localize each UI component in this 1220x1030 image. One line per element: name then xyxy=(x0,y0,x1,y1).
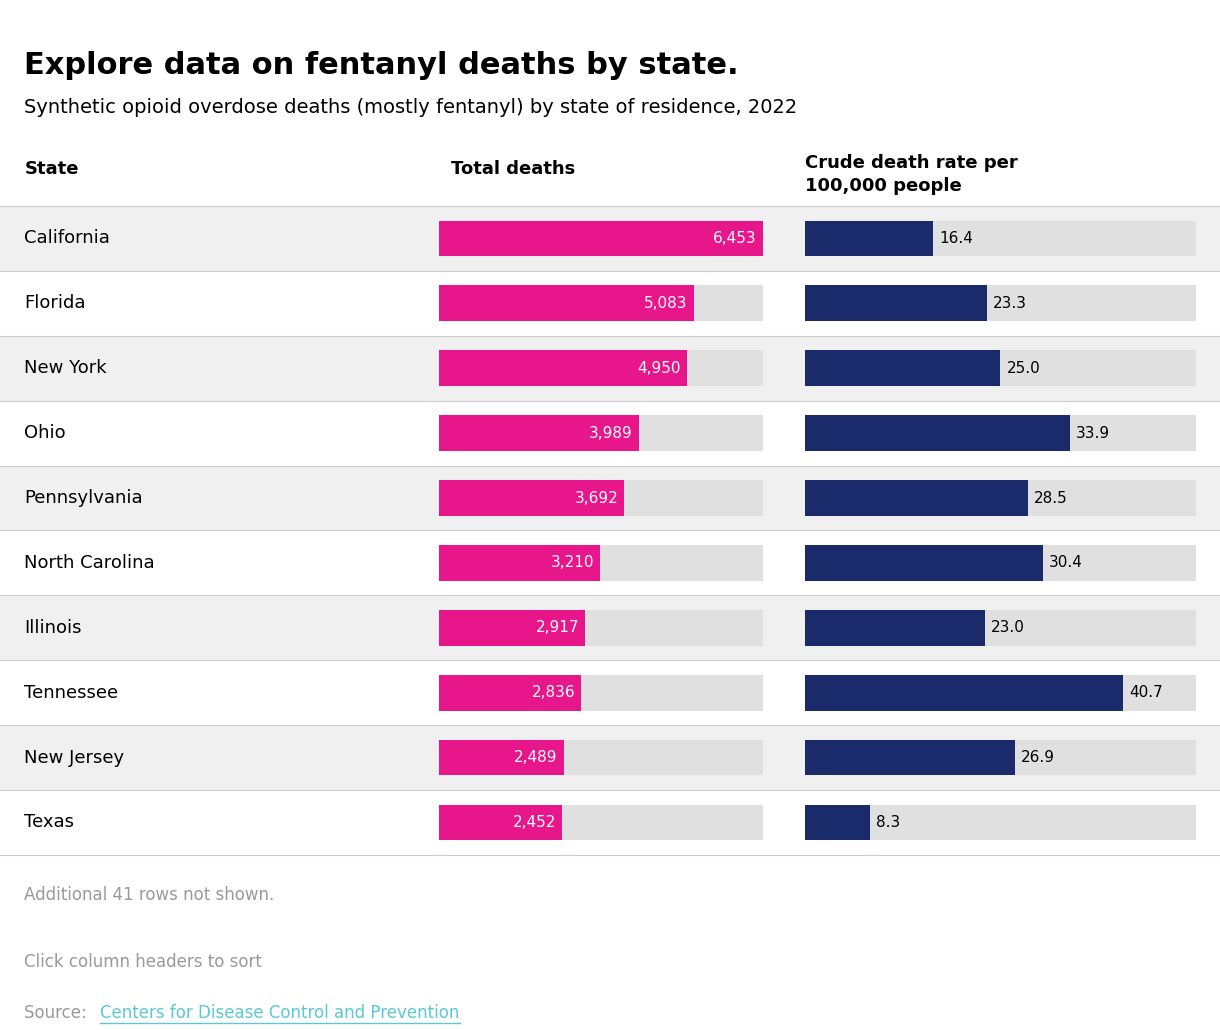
FancyBboxPatch shape xyxy=(0,336,1220,401)
Text: Crude death rate per
100,000 people: Crude death rate per 100,000 people xyxy=(805,154,1017,195)
Text: New York: New York xyxy=(24,359,107,377)
FancyBboxPatch shape xyxy=(0,466,1220,530)
FancyBboxPatch shape xyxy=(805,220,1196,256)
FancyBboxPatch shape xyxy=(0,595,1220,660)
Text: 8.3: 8.3 xyxy=(876,815,900,830)
Text: Synthetic opioid overdose deaths (mostly fentanyl) by state of residence, 2022: Synthetic opioid overdose deaths (mostly… xyxy=(24,98,798,116)
Text: 26.9: 26.9 xyxy=(1021,750,1055,765)
Text: 4,950: 4,950 xyxy=(638,360,681,376)
FancyBboxPatch shape xyxy=(439,285,694,321)
FancyBboxPatch shape xyxy=(805,480,1196,516)
Text: 33.9: 33.9 xyxy=(1076,425,1110,441)
FancyBboxPatch shape xyxy=(439,545,762,581)
Text: Additional 41 rows not shown.: Additional 41 rows not shown. xyxy=(24,886,274,903)
Text: Explore data on fentanyl deaths by state.: Explore data on fentanyl deaths by state… xyxy=(24,52,739,80)
Text: Pennsylvania: Pennsylvania xyxy=(24,489,143,507)
FancyBboxPatch shape xyxy=(805,675,1196,711)
FancyBboxPatch shape xyxy=(439,545,600,581)
Text: 40.7: 40.7 xyxy=(1128,685,1163,700)
FancyBboxPatch shape xyxy=(0,530,1220,595)
Text: 25.0: 25.0 xyxy=(1006,360,1041,376)
Text: 28.5: 28.5 xyxy=(1033,490,1068,506)
Text: Tennessee: Tennessee xyxy=(24,684,118,701)
Text: Click column headers to sort: Click column headers to sort xyxy=(24,953,262,970)
FancyBboxPatch shape xyxy=(439,610,762,646)
FancyBboxPatch shape xyxy=(805,545,1043,581)
FancyBboxPatch shape xyxy=(439,480,625,516)
FancyBboxPatch shape xyxy=(805,350,1000,386)
Text: Ohio: Ohio xyxy=(24,424,66,442)
FancyBboxPatch shape xyxy=(0,206,1220,271)
Text: Source:: Source: xyxy=(24,1004,93,1022)
Text: 23.0: 23.0 xyxy=(991,620,1025,636)
Text: North Carolina: North Carolina xyxy=(24,554,155,572)
FancyBboxPatch shape xyxy=(439,675,581,711)
FancyBboxPatch shape xyxy=(805,220,933,256)
Text: 2,452: 2,452 xyxy=(512,815,556,830)
FancyBboxPatch shape xyxy=(805,480,1027,516)
FancyBboxPatch shape xyxy=(805,415,1196,451)
FancyBboxPatch shape xyxy=(439,285,762,321)
Text: 30.4: 30.4 xyxy=(1049,555,1082,571)
Text: 2,489: 2,489 xyxy=(515,750,558,765)
Text: 3,210: 3,210 xyxy=(550,555,594,571)
FancyBboxPatch shape xyxy=(439,675,762,711)
Text: New Jersey: New Jersey xyxy=(24,749,124,766)
Text: Texas: Texas xyxy=(24,814,74,831)
Text: 2,836: 2,836 xyxy=(532,685,575,700)
FancyBboxPatch shape xyxy=(0,401,1220,466)
FancyBboxPatch shape xyxy=(805,675,1122,711)
FancyBboxPatch shape xyxy=(439,220,762,256)
FancyBboxPatch shape xyxy=(805,545,1196,581)
FancyBboxPatch shape xyxy=(0,725,1220,790)
Text: Total deaths: Total deaths xyxy=(451,160,576,177)
FancyBboxPatch shape xyxy=(439,740,564,776)
Text: Florida: Florida xyxy=(24,295,85,312)
FancyBboxPatch shape xyxy=(439,350,762,386)
FancyBboxPatch shape xyxy=(439,610,586,646)
Text: 6,453: 6,453 xyxy=(712,231,756,246)
FancyBboxPatch shape xyxy=(805,285,987,321)
FancyBboxPatch shape xyxy=(805,740,1015,776)
FancyBboxPatch shape xyxy=(439,740,762,776)
Text: 3,692: 3,692 xyxy=(575,490,619,506)
Text: 2,917: 2,917 xyxy=(536,620,580,636)
Text: 23.3: 23.3 xyxy=(993,296,1027,311)
FancyBboxPatch shape xyxy=(805,804,1196,840)
FancyBboxPatch shape xyxy=(805,740,1196,776)
FancyBboxPatch shape xyxy=(439,804,562,840)
FancyBboxPatch shape xyxy=(805,350,1196,386)
FancyBboxPatch shape xyxy=(805,415,1070,451)
FancyBboxPatch shape xyxy=(439,415,762,451)
FancyBboxPatch shape xyxy=(0,271,1220,336)
FancyBboxPatch shape xyxy=(805,285,1196,321)
Text: State: State xyxy=(24,160,79,177)
FancyBboxPatch shape xyxy=(0,790,1220,855)
Text: California: California xyxy=(24,230,110,247)
FancyBboxPatch shape xyxy=(805,610,1196,646)
FancyBboxPatch shape xyxy=(439,804,762,840)
Text: 5,083: 5,083 xyxy=(644,296,688,311)
Text: Illinois: Illinois xyxy=(24,619,82,637)
FancyBboxPatch shape xyxy=(805,610,985,646)
FancyBboxPatch shape xyxy=(439,220,762,256)
FancyBboxPatch shape xyxy=(439,415,639,451)
FancyBboxPatch shape xyxy=(0,660,1220,725)
Text: Centers for Disease Control and Prevention: Centers for Disease Control and Preventi… xyxy=(100,1004,460,1022)
Text: 3,989: 3,989 xyxy=(589,425,633,441)
FancyBboxPatch shape xyxy=(439,480,762,516)
Text: 16.4: 16.4 xyxy=(939,231,974,246)
FancyBboxPatch shape xyxy=(439,350,687,386)
FancyBboxPatch shape xyxy=(805,804,870,840)
